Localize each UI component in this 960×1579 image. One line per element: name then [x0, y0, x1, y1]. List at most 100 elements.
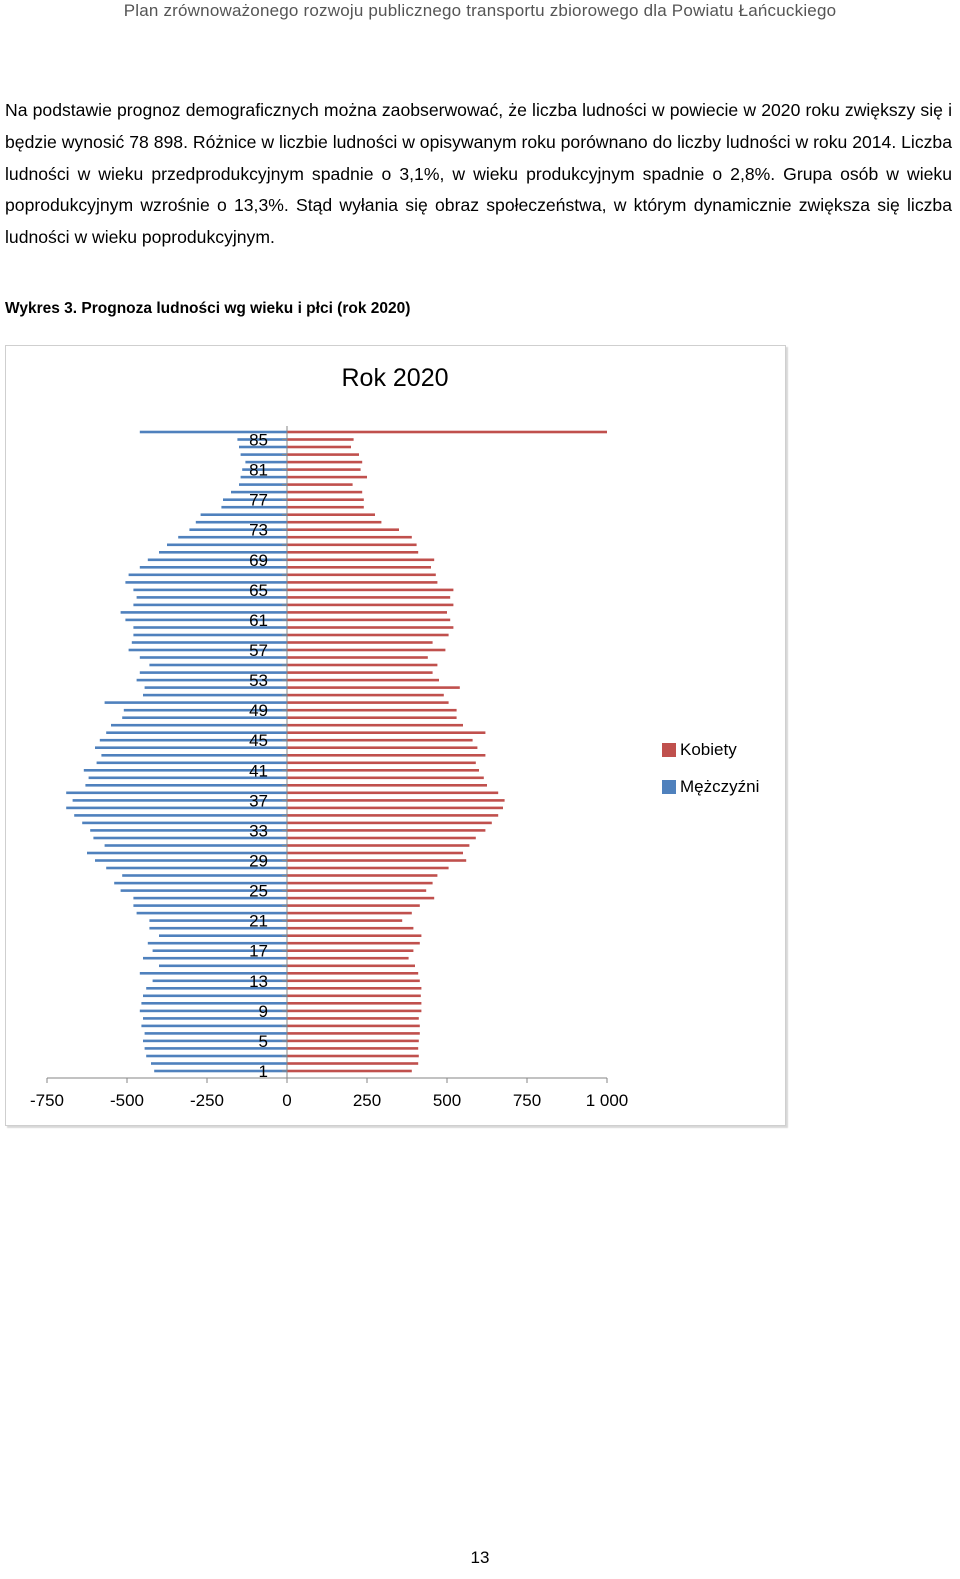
bar-kobiety-age-52	[287, 686, 460, 689]
bar-mezczyzni-age-76	[221, 505, 287, 509]
y-tick-label: 21	[249, 912, 268, 931]
bar-kobiety-age-64	[287, 596, 451, 599]
bar-mezczyzni-age-46	[106, 731, 287, 734]
bar-mezczyzni-age-58	[131, 641, 287, 644]
bar-kobiety-age-8	[287, 1017, 419, 1020]
y-tick-label: 5	[259, 1032, 268, 1051]
y-tick-label: 53	[249, 671, 268, 690]
bar-mezczyzni-age-3	[146, 1054, 287, 1058]
bar-mezczyzni-age-77	[223, 498, 287, 501]
bar-kobiety-age-63	[287, 603, 454, 607]
bar-kobiety-age-72	[287, 535, 412, 539]
legend-label-mezczyzni: Mężczyźni	[680, 776, 760, 796]
bar-mezczyzni-age-18	[147, 941, 287, 945]
bar-mezczyzni-age-14	[139, 972, 287, 975]
bar-kobiety-age-4	[287, 1047, 419, 1050]
bar-kobiety-age-12	[287, 987, 422, 990]
bar-mezczyzni-age-57	[128, 648, 287, 652]
bar-kobiety-age-39	[287, 784, 487, 787]
bar-mezczyzni-age-66	[125, 581, 288, 584]
bar-kobiety-age-22	[287, 911, 412, 915]
bar-mezczyzni-age-63	[133, 603, 287, 607]
x-tick-label: 1 000	[586, 1091, 629, 1110]
bar-kobiety-age-6	[287, 1032, 420, 1035]
bar-kobiety-age-67	[287, 573, 436, 577]
running-header: Plan zrównoważonego rozwoju publicznego …	[123, 1, 837, 20]
bar-mezczyzni-age-8	[143, 1017, 287, 1020]
bar-kobiety-age-28	[287, 866, 449, 870]
bar-mezczyzni-age-15	[159, 964, 287, 968]
bar-kobiety-age-29	[287, 859, 467, 862]
bar-mezczyzni-age-54	[139, 671, 287, 674]
y-tick-label: 13	[249, 972, 268, 991]
bar-mezczyzni-age-41	[83, 769, 287, 772]
bar-mezczyzni-age-10	[141, 1002, 287, 1005]
bar-kobiety-age-79	[287, 483, 353, 486]
bar-kobiety-age-20	[287, 926, 414, 930]
bar-mezczyzni-age-78	[231, 490, 287, 494]
x-tick-label: -750	[30, 1091, 64, 1110]
bar-mezczyzni-age-74	[195, 520, 287, 524]
bar-kobiety-age-46	[287, 731, 486, 734]
bar-kobiety-age-5	[287, 1039, 419, 1043]
body-paragraph: Na podstawie prognoz demograficznych moż…	[5, 100, 952, 248]
bar-mezczyzni-age-34	[82, 821, 287, 825]
bar-kobiety-age-38	[287, 791, 499, 795]
bar-mezczyzni-age-79	[239, 483, 287, 486]
x-tick-label: 500	[433, 1091, 461, 1110]
bar-kobiety-age-34	[287, 821, 492, 825]
bar-kobiety-age-66	[287, 581, 438, 584]
bar-kobiety-age-41	[287, 769, 479, 772]
bar-kobiety-age-51	[287, 693, 444, 697]
bar-kobiety-age-14	[287, 972, 419, 975]
legend-item-kobiety: Kobiety	[662, 731, 759, 768]
bar-mezczyzni-age-42	[96, 761, 287, 765]
y-tick-label: 57	[249, 641, 268, 660]
bar-mezczyzni-age-71	[167, 543, 287, 547]
bar-mezczyzni-age-24	[133, 896, 287, 900]
bar-kobiety-age-36	[287, 806, 503, 810]
bar-kobiety-age-53	[287, 678, 439, 682]
bar-kobiety-age-43	[287, 754, 486, 757]
x-tick-label: 0	[282, 1091, 291, 1110]
y-tick-label: 45	[249, 731, 268, 750]
bar-mezczyzni-age-26	[114, 881, 287, 885]
bar-kobiety-age-31	[287, 844, 470, 847]
bar-kobiety-age-45	[287, 738, 473, 742]
x-tick-label: 750	[513, 1091, 541, 1110]
y-tick-label: 37	[249, 791, 268, 810]
bar-mezczyzni-age-16	[143, 956, 287, 960]
chart-title: Rok 2020	[341, 364, 449, 392]
bar-mezczyzni-age-31	[104, 844, 287, 847]
bar-mezczyzni-age-5	[143, 1039, 287, 1043]
bar-mezczyzni-age-75	[200, 513, 287, 516]
bar-kobiety-age-19	[287, 934, 422, 937]
bar-kobiety-age-75	[287, 513, 375, 516]
bar-kobiety-age-42	[287, 761, 476, 765]
bar-mezczyzni-age-1	[154, 1069, 287, 1073]
bar-kobiety-age-55	[287, 663, 438, 667]
bar-mezczyzni-age-45	[99, 738, 287, 742]
bar-kobiety-age-33	[287, 829, 486, 832]
legend-label-kobiety: Kobiety	[680, 739, 737, 759]
bar-kobiety-age-40	[287, 776, 484, 780]
bar-mezczyzni-age-48	[122, 716, 287, 719]
bar-mezczyzni-age-82	[245, 460, 287, 464]
y-tick-label: 25	[249, 882, 268, 901]
bar-kobiety-age-56	[287, 656, 428, 659]
y-tick-label: 73	[249, 521, 268, 540]
bar-mezczyzni-age-27	[122, 874, 287, 877]
legend-swatch-kobiety	[662, 742, 676, 757]
bar-kobiety-age-26	[287, 881, 433, 885]
bar-mezczyzni-age-23	[133, 904, 287, 907]
bar-kobiety-age-83	[287, 453, 359, 456]
bar-mezczyzni-age-33	[90, 829, 287, 832]
y-tick-label: 65	[249, 581, 268, 600]
bar-kobiety-age-30	[287, 851, 463, 855]
bar-kobiety-age-48	[287, 716, 457, 719]
chart-legend: Kobiety Mężczyźni	[662, 731, 759, 805]
bar-mezczyzni-age-80	[240, 475, 287, 479]
bar-mezczyzni-age-86	[139, 430, 287, 434]
bar-mezczyzni-age-4	[144, 1047, 287, 1050]
